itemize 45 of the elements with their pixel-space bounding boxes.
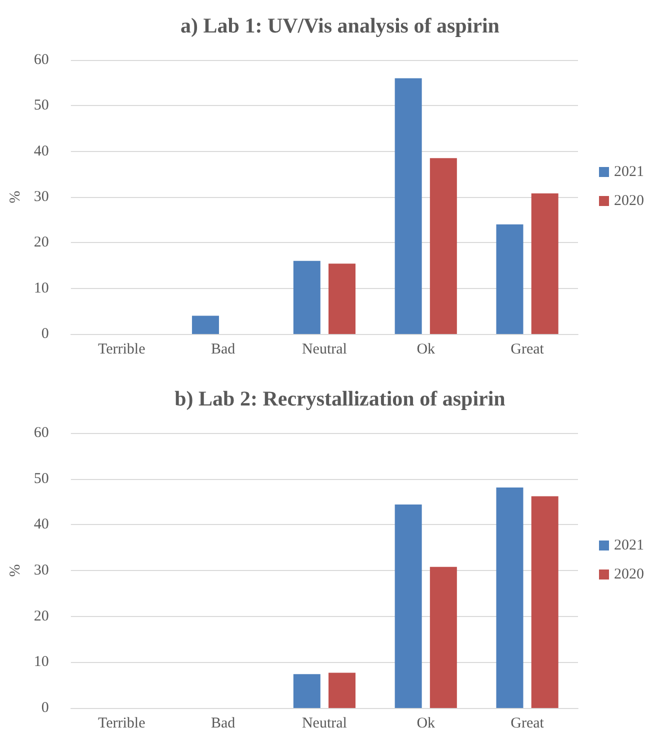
x-tick-label: Ok bbox=[416, 716, 436, 732]
x-tick-label: Ok bbox=[416, 342, 436, 358]
bar bbox=[328, 672, 356, 708]
bar bbox=[192, 316, 219, 334]
y-tick-label: 40 bbox=[34, 143, 49, 160]
chart-title: a) Lab 1: UV/Vis analysis of aspirin bbox=[180, 14, 500, 38]
legend-label: 2021 bbox=[614, 538, 644, 554]
chart-title: b) Lab 2: Recrystallization of aspirin bbox=[174, 386, 506, 410]
bar bbox=[293, 674, 320, 708]
y-tick-label: 20 bbox=[34, 608, 49, 624]
y-tick-label: 50 bbox=[34, 470, 49, 487]
x-tick-label: Great bbox=[510, 342, 545, 358]
y-tick-label: 30 bbox=[34, 562, 49, 578]
bar bbox=[394, 78, 422, 334]
y-tick-label: 40 bbox=[34, 516, 49, 533]
bar bbox=[328, 264, 356, 334]
bar bbox=[531, 496, 558, 708]
x-tick-label: Bad bbox=[210, 716, 236, 732]
y-tick-label: 0 bbox=[41, 326, 49, 342]
y-tick-label: 10 bbox=[34, 654, 49, 670]
y-tick-label: 60 bbox=[34, 52, 49, 68]
x-tick-label: Neutral bbox=[302, 342, 347, 358]
bar bbox=[394, 504, 422, 708]
bar bbox=[430, 566, 457, 708]
y-tick-label: 0 bbox=[41, 700, 49, 716]
legend-label: 2020 bbox=[614, 193, 644, 209]
x-tick-label: Terrible bbox=[98, 716, 146, 732]
bar bbox=[496, 488, 524, 708]
y-tick-label: 50 bbox=[34, 98, 49, 114]
x-tick-label: Neutral bbox=[302, 716, 347, 732]
y-axis-title: % bbox=[8, 564, 24, 577]
x-tick-label: Terrible bbox=[98, 342, 146, 358]
bar bbox=[293, 260, 320, 334]
legend-label: 2021 bbox=[614, 164, 644, 180]
y-tick-label: 30 bbox=[34, 189, 49, 205]
x-tick-label: Bad bbox=[210, 342, 236, 358]
bar bbox=[496, 224, 524, 334]
y-tick-label: 20 bbox=[34, 234, 49, 251]
x-tick-label: Great bbox=[510, 716, 545, 732]
y-tick-label: 60 bbox=[34, 425, 49, 441]
y-tick-label: 10 bbox=[34, 280, 49, 296]
bar bbox=[531, 193, 558, 334]
legend-label: 2020 bbox=[614, 566, 644, 582]
y-axis-title: % bbox=[8, 190, 24, 204]
bar bbox=[430, 158, 457, 334]
